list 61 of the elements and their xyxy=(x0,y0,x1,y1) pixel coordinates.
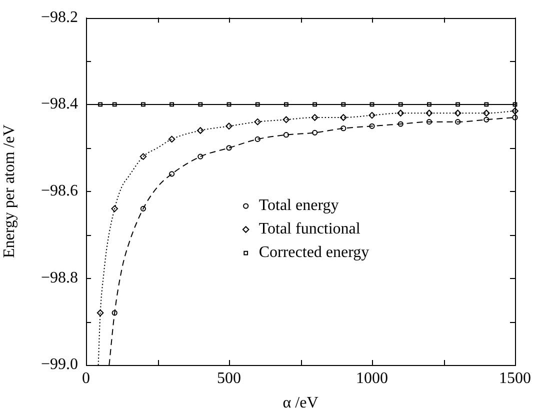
y-tick-label: −98.8 xyxy=(40,269,78,286)
point xyxy=(284,102,288,107)
point xyxy=(312,130,318,136)
y-tick-label: −98.4 xyxy=(40,96,78,113)
x-tick-label: 0 xyxy=(82,370,90,387)
legend-label: Corrected energy xyxy=(258,244,370,262)
point xyxy=(454,110,462,117)
point xyxy=(512,102,518,107)
point xyxy=(255,102,260,107)
point xyxy=(254,118,261,126)
legend-label: Total energy xyxy=(258,197,339,214)
point xyxy=(282,116,290,124)
point xyxy=(169,171,175,177)
point xyxy=(512,114,518,120)
point xyxy=(456,102,460,107)
point xyxy=(254,136,260,142)
x-axis-title: α /eV xyxy=(282,394,319,412)
point xyxy=(141,102,146,107)
point xyxy=(398,121,404,127)
point xyxy=(112,310,118,316)
point xyxy=(484,102,489,107)
point xyxy=(398,102,403,107)
point xyxy=(512,108,518,114)
point xyxy=(483,110,490,117)
point xyxy=(369,123,375,129)
point xyxy=(455,119,461,125)
point xyxy=(226,145,232,151)
y-tick-label: −98.2 xyxy=(40,8,78,26)
point xyxy=(112,102,117,107)
point xyxy=(96,309,104,316)
point xyxy=(140,206,146,212)
point xyxy=(170,102,174,107)
point xyxy=(283,132,289,138)
point xyxy=(226,122,232,130)
point xyxy=(197,127,204,134)
point xyxy=(484,116,490,122)
point xyxy=(426,119,432,125)
point xyxy=(340,114,347,121)
point xyxy=(140,153,147,160)
point xyxy=(111,205,118,212)
point xyxy=(426,110,433,117)
point xyxy=(370,102,374,107)
y-axis-title: Energy per atom /eV xyxy=(0,124,18,258)
point xyxy=(341,102,346,107)
y-tick-label: −98.6 xyxy=(40,182,78,200)
point xyxy=(340,126,346,132)
x-tick-label: 1500 xyxy=(499,370,531,387)
point xyxy=(168,136,176,143)
point xyxy=(198,102,203,107)
x-tick-label: 1000 xyxy=(356,370,388,387)
point xyxy=(98,102,102,107)
point xyxy=(368,112,376,119)
point xyxy=(427,102,432,107)
point xyxy=(311,114,318,121)
y-tick-label: −99.0 xyxy=(40,356,78,374)
point xyxy=(226,102,232,107)
point xyxy=(312,102,317,107)
point xyxy=(198,154,204,160)
legend-label: Total functional xyxy=(258,220,361,238)
x-tick-label: 500 xyxy=(217,370,241,387)
point xyxy=(397,110,404,117)
